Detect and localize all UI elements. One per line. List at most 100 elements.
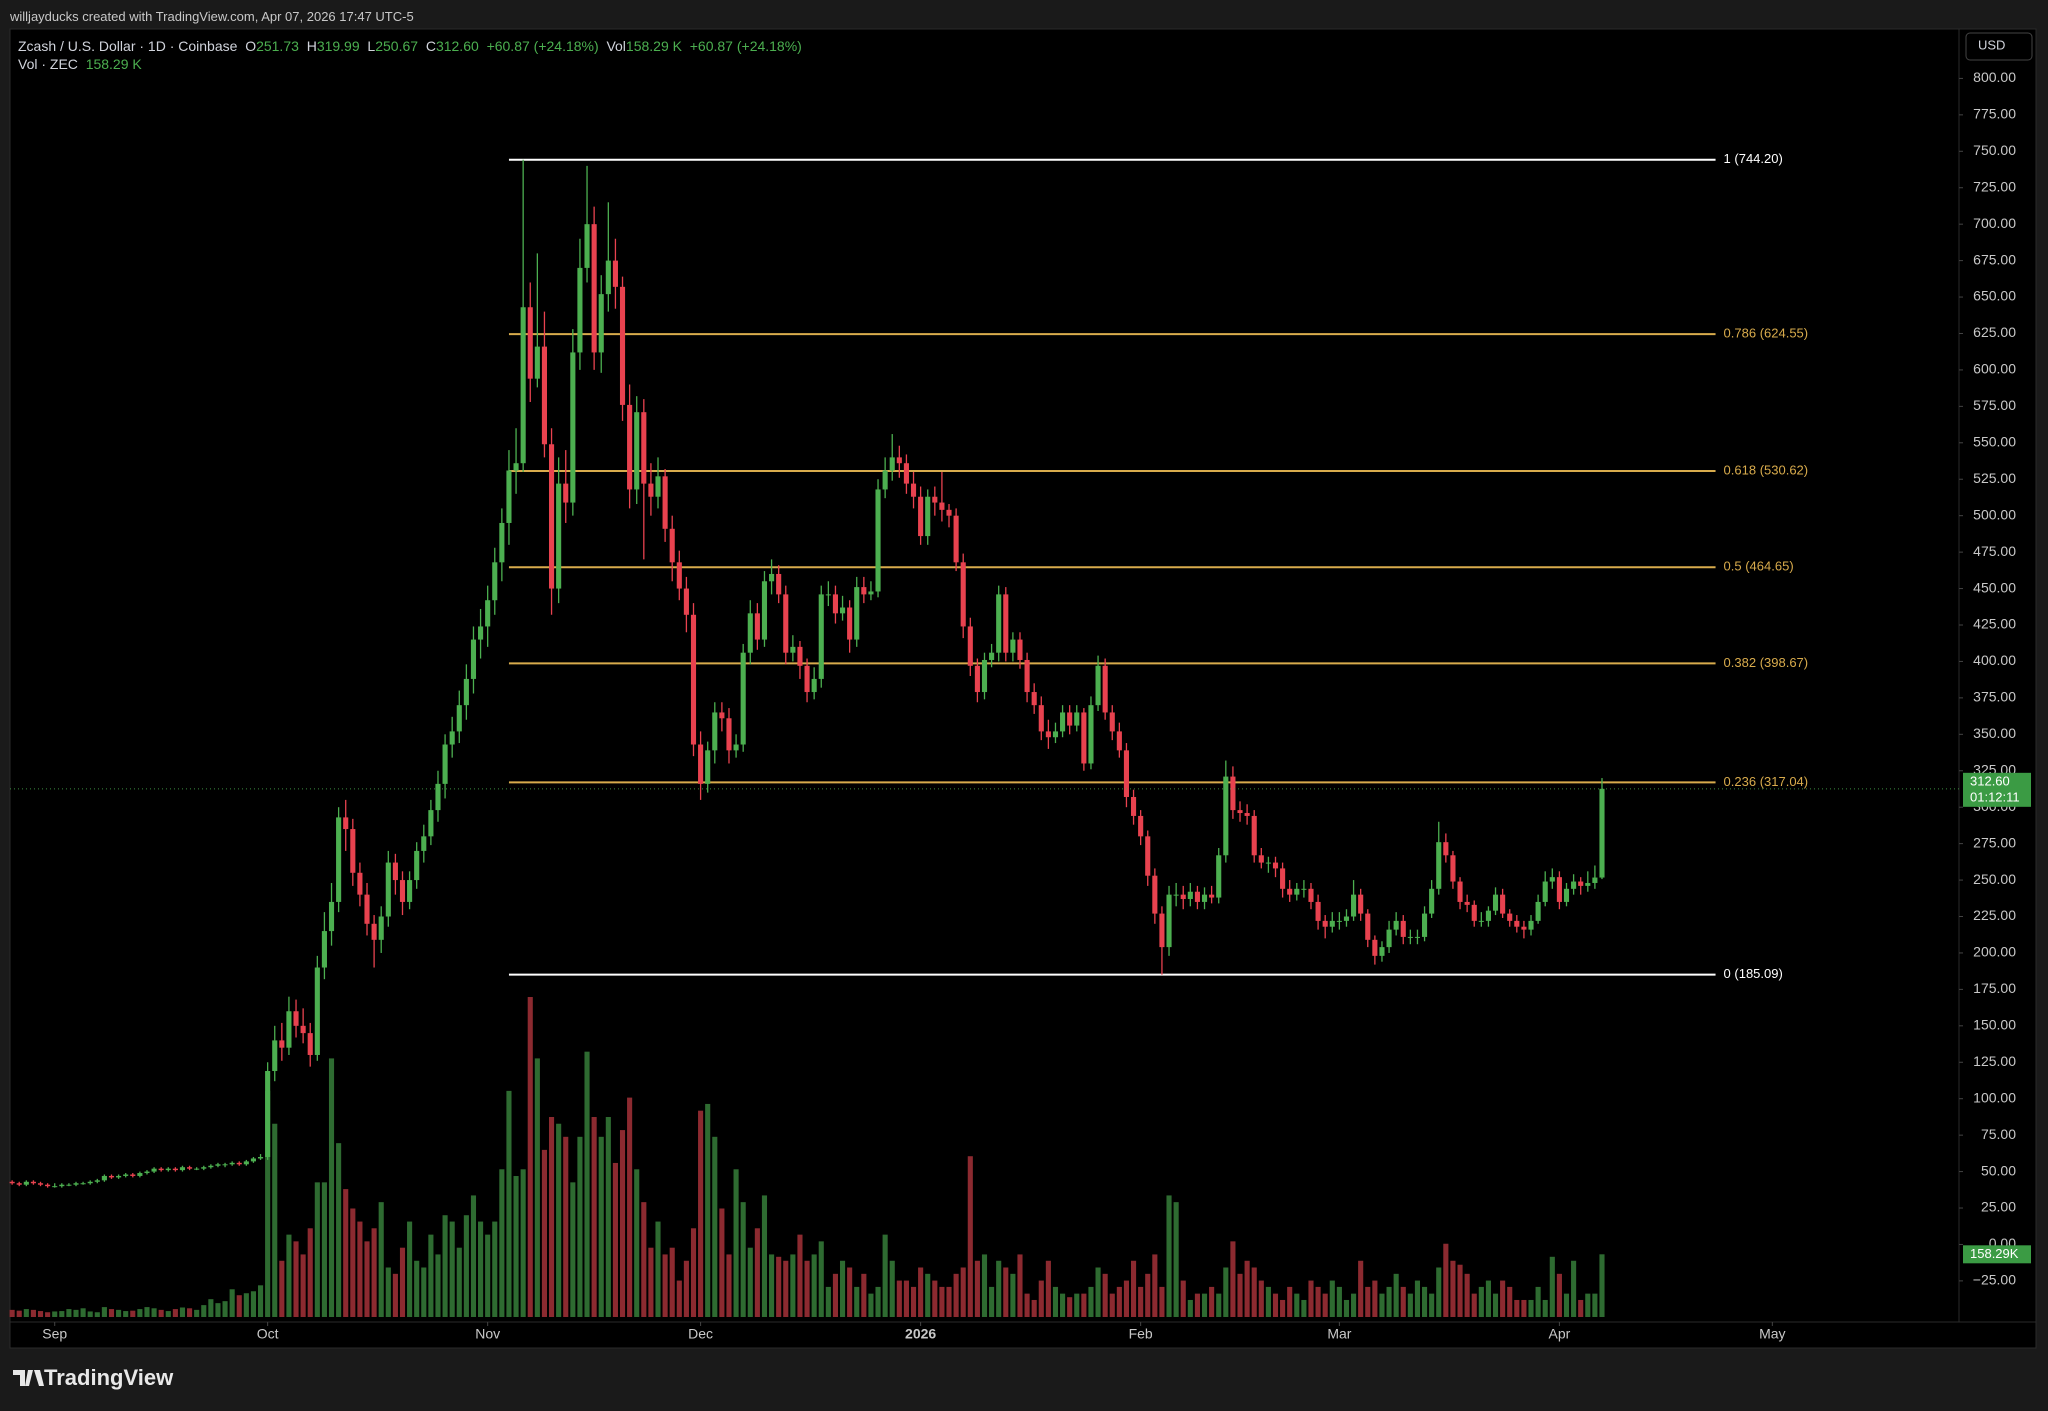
candle-body — [236, 1162, 242, 1165]
ohlc-label: C — [425, 38, 436, 54]
volume-bar — [825, 1286, 831, 1317]
candle-body — [1457, 881, 1463, 902]
candle-body — [265, 1071, 271, 1158]
volume-bar — [1180, 1280, 1186, 1317]
volume-bar — [534, 1058, 540, 1317]
volume-bar — [1421, 1286, 1428, 1317]
volume-bar — [669, 1247, 675, 1317]
candle-body — [130, 1174, 136, 1176]
volume-bar — [16, 1310, 22, 1317]
volume-bar — [1244, 1260, 1250, 1317]
candle-body — [648, 483, 654, 497]
candle-body — [194, 1168, 200, 1170]
volume-bar — [939, 1286, 945, 1317]
candle-body — [726, 718, 732, 751]
candle-body — [1123, 750, 1130, 797]
volume-bar — [470, 1195, 477, 1317]
volume-bar — [1464, 1273, 1470, 1317]
volume-bar — [130, 1310, 136, 1317]
candle-body — [861, 587, 867, 595]
candle-body — [527, 307, 533, 379]
volume-bar — [882, 1234, 888, 1317]
volume-bar — [1471, 1293, 1477, 1317]
volume-bar — [797, 1234, 803, 1317]
volume-bar — [1450, 1260, 1456, 1317]
candle-body — [1478, 920, 1484, 922]
volume-bar — [619, 1130, 626, 1317]
candle-body — [1244, 813, 1250, 816]
volume-bar — [1500, 1280, 1506, 1317]
volume-bar — [1024, 1293, 1030, 1317]
chart-frame — [9, 28, 2037, 1349]
fib-label: 0.382 (398.67) — [1724, 655, 1809, 670]
candle-body — [513, 463, 519, 471]
currency-button[interactable] — [1965, 32, 2033, 61]
volume-bar — [1287, 1286, 1293, 1317]
volume-bar — [144, 1307, 150, 1317]
y-tick-label: 700.00 — [1973, 215, 2016, 231]
candle-body — [286, 1011, 292, 1048]
candle-body — [364, 894, 370, 924]
volume-bar — [918, 1267, 924, 1317]
volume-bar — [1223, 1267, 1229, 1317]
y-tick-label: 650.00 — [1973, 288, 2016, 304]
volume-bar — [463, 1215, 469, 1317]
volume-bar — [257, 1285, 264, 1317]
volume-bar — [854, 1286, 860, 1317]
volume-bar — [1052, 1286, 1059, 1317]
candle-body — [1528, 920, 1534, 930]
candle-body — [960, 562, 966, 627]
candle-body — [1542, 881, 1548, 902]
y-tick-label: 225.00 — [1973, 907, 2016, 923]
volume-bar — [605, 1117, 611, 1317]
volume-bar — [1258, 1280, 1264, 1317]
ohlc-value: 319.99 — [316, 38, 360, 54]
candle-body — [108, 1175, 115, 1178]
volume-bar — [1585, 1293, 1591, 1317]
candle-body — [151, 1168, 157, 1172]
candle-body — [1265, 862, 1271, 864]
volume-bar — [243, 1293, 249, 1317]
y-tick-label: −25.00 — [1973, 1272, 2016, 1288]
candle-body — [1102, 665, 1108, 713]
y-tick-label: 600.00 — [1973, 361, 2016, 377]
candle-body — [1187, 891, 1193, 900]
candle-body — [1088, 705, 1094, 764]
volume-bar — [229, 1289, 235, 1317]
candle-body — [385, 862, 391, 917]
fib-label: 0.236 (317.04) — [1724, 774, 1809, 789]
volume-tag-value: 158.29K — [1970, 1246, 2019, 1261]
volume-bar — [1102, 1273, 1108, 1317]
volume-bar — [1116, 1286, 1122, 1317]
y-tick-label: 800.00 — [1973, 69, 2016, 85]
candle-body — [279, 1040, 285, 1048]
candle-body — [1138, 815, 1144, 837]
y-tick-label: 375.00 — [1973, 689, 2016, 705]
candle-body — [1074, 712, 1080, 726]
volume-bar — [1549, 1256, 1555, 1317]
volume-bar — [1514, 1299, 1520, 1317]
volume-bar — [1074, 1293, 1080, 1317]
volume-bar — [1365, 1286, 1371, 1317]
volume-bar — [804, 1260, 810, 1317]
volume-bar — [627, 1097, 633, 1317]
volume-bar — [967, 1156, 973, 1317]
candle-body — [910, 483, 917, 497]
volume-bar — [364, 1241, 370, 1317]
volume-bar — [1130, 1260, 1137, 1317]
x-tick-label: Dec — [688, 1326, 713, 1342]
volume-bar — [1535, 1286, 1541, 1317]
candle-body — [548, 444, 555, 589]
volume-bar — [172, 1309, 178, 1317]
volume-bar — [286, 1234, 292, 1317]
candle-body — [712, 712, 718, 751]
volume-bar — [492, 1221, 498, 1317]
candle-body — [882, 470, 888, 490]
volume-bar — [1201, 1293, 1208, 1317]
price-tag-countdown: 01:12:11 — [1970, 789, 2020, 804]
volume-bar — [1138, 1286, 1144, 1317]
volume-bar — [1478, 1286, 1484, 1317]
candle-body — [989, 652, 995, 660]
volume-bar — [790, 1254, 796, 1317]
